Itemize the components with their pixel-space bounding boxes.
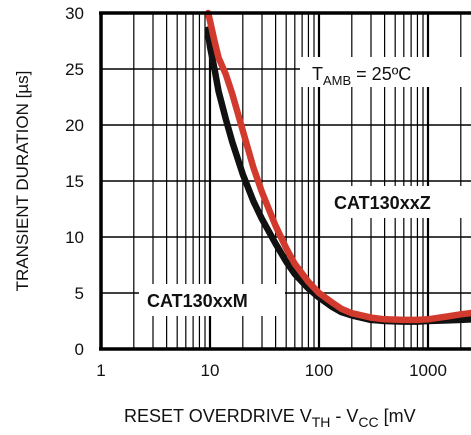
x-axis-title-part: - V [330,406,358,426]
y-tick-label: 15 [65,172,84,191]
y-tick-label: 10 [65,228,84,247]
series-label-cat130xxm: CAT130xxM [147,291,248,311]
x-axis-title-subscript: TH [312,414,331,430]
x-axis-title-part: [mV [379,406,416,426]
annotation-bg [300,57,471,87]
y-tick-label: 5 [75,284,84,303]
x-tick-label: 1 [96,361,105,380]
annotation-subscript: AMB [323,73,351,88]
y-tick-label: 0 [75,340,84,359]
y-tick-label: 25 [65,60,84,79]
x-axis-title: RESET OVERDRIVE VTH - VCC [mV [124,406,416,430]
y-axis-title: TRANSIENT DURATION [µs] [13,71,32,292]
x-axis-title-subscript: CC [358,414,378,430]
annotation-part: T [312,64,323,84]
y-tick-label: 30 [65,4,84,23]
series-label-z-bg [328,186,471,218]
series-label-cat130xxz: CAT130xxZ [334,193,431,213]
x-tick-label: 1000 [409,361,447,380]
x-axis-title-part: RESET OVERDRIVE V [124,406,312,426]
annotation-part: = 25ºC [351,64,411,84]
y-tick-label: 20 [65,116,84,135]
annotation-tamb: TAMB = 25ºC [312,64,411,88]
x-tick-label: 100 [305,361,333,380]
series-line-cat130xxz [204,9,471,324]
x-tick-label: 10 [201,361,220,380]
series-label-m-bg [139,284,285,316]
